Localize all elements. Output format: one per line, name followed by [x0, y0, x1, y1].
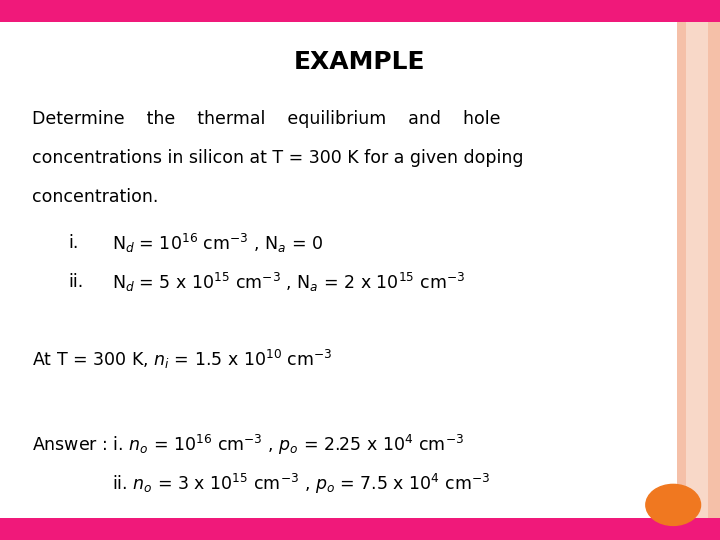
Circle shape — [646, 484, 701, 525]
Text: ii. $n_o$ = 3 x 10$^{15}$ cm$^{-3}$ , $p_o$ = 7.5 x 10$^{4}$ cm$^{-3}$: ii. $n_o$ = 3 x 10$^{15}$ cm$^{-3}$ , $p… — [112, 472, 490, 496]
Text: N$_d$ = 10$^{16}$ cm$^{-3}$ , N$_a$ = 0: N$_d$ = 10$^{16}$ cm$^{-3}$ , N$_a$ = 0 — [112, 232, 323, 255]
Text: i.: i. — [68, 234, 78, 252]
Text: N$_d$ = 5 x 10$^{15}$ cm$^{-3}$ , N$_a$ = 2 x 10$^{15}$ cm$^{-3}$: N$_d$ = 5 x 10$^{15}$ cm$^{-3}$ , N$_a$ … — [112, 271, 465, 294]
Text: Determine    the    thermal    equilibrium    and    hole: Determine the thermal equilibrium and ho… — [32, 110, 501, 128]
Bar — [686, 22, 708, 518]
Text: concentration.: concentration. — [32, 187, 159, 206]
Text: At T = 300 K, $n_i$ = 1.5 x 10$^{10}$ cm$^{-3}$: At T = 300 K, $n_i$ = 1.5 x 10$^{10}$ cm… — [32, 348, 333, 372]
Text: Answer : i. $n_o$ = 10$^{16}$ cm$^{-3}$ , $p_o$ = 2.25 x 10$^{4}$ cm$^{-3}$: Answer : i. $n_o$ = 10$^{16}$ cm$^{-3}$ … — [32, 433, 464, 457]
Bar — [0, 0, 720, 22]
Bar — [677, 22, 720, 518]
Text: concentrations in silicon at T = 300 K for a given doping: concentrations in silicon at T = 300 K f… — [32, 148, 524, 167]
Text: EXAMPLE: EXAMPLE — [294, 50, 426, 74]
Text: ii.: ii. — [68, 273, 84, 291]
Bar — [0, 518, 720, 540]
